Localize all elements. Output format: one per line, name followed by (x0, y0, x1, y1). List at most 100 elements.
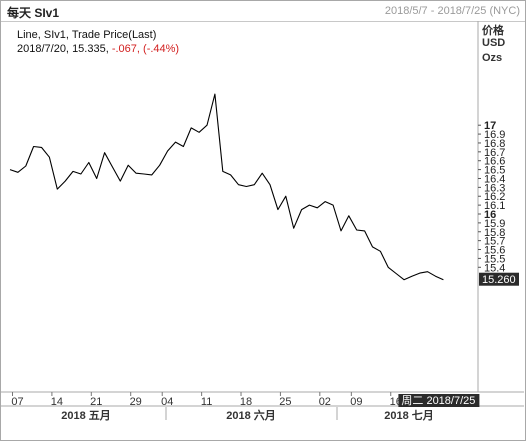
y-tick-label: 15.5 (484, 253, 505, 265)
data-point[interactable] (409, 274, 414, 279)
data-point[interactable] (205, 123, 210, 128)
y-tick-label: 16.4 (484, 173, 505, 185)
x-tick-label: 11 (201, 396, 212, 408)
data-point[interactable] (15, 170, 20, 175)
data-point[interactable] (378, 249, 383, 254)
y-tick-label: 16.8 (484, 138, 505, 150)
y-axis-header-unit: Ozs (482, 52, 503, 64)
data-point[interactable] (181, 144, 186, 149)
x-tick-label: 02 (319, 396, 331, 408)
data-point[interactable] (236, 182, 241, 187)
data-point[interactable] (275, 207, 280, 212)
y-tick-label: 16.2 (484, 191, 505, 203)
data-point[interactable] (78, 172, 83, 177)
data-point[interactable] (197, 130, 202, 135)
data-point[interactable] (86, 160, 91, 165)
data-point[interactable] (8, 167, 13, 172)
y-tick-label: 16 (484, 209, 496, 221)
x-tick-label: 14 (51, 396, 63, 408)
data-point[interactable] (39, 145, 44, 150)
data-point[interactable] (173, 140, 178, 145)
y-tick-label: 16.7 (484, 147, 505, 159)
data-point[interactable] (354, 227, 359, 232)
y-tick-label: 15.8 (484, 227, 505, 239)
data-point[interactable] (425, 269, 430, 274)
x-tick-label: 04 (161, 396, 173, 408)
data-point[interactable] (110, 164, 115, 169)
x-tick-label: 21 (90, 396, 102, 408)
y-tick-label: 16.3 (484, 182, 505, 194)
data-point[interactable] (134, 171, 139, 176)
y-tick-label: 16.1 (484, 200, 505, 212)
y-tick-label: 16.6 (484, 156, 505, 168)
data-point[interactable] (189, 125, 194, 130)
data-point[interactable] (94, 176, 99, 181)
y-tick-label: 15.6 (484, 245, 505, 257)
legend-date: 2018/7/20, (17, 43, 69, 55)
date-range: 2018/5/7 - 2018/7/25 (NYC) (384, 5, 520, 17)
legend-series-description: Line, SIv1, Trade Price(Last) (17, 29, 157, 41)
data-point[interactable] (71, 169, 76, 174)
month-label: 2018 五月 (61, 409, 111, 422)
data-point[interactable] (118, 179, 123, 184)
data-point[interactable] (307, 203, 312, 208)
data-point[interactable] (331, 203, 336, 208)
data-point[interactable] (141, 172, 146, 177)
data-point[interactable] (23, 164, 28, 169)
data-point[interactable] (252, 182, 257, 187)
data-point[interactable] (157, 163, 162, 168)
data-point[interactable] (228, 172, 233, 177)
data-point[interactable] (362, 228, 367, 233)
x-tick-label: 25 (279, 396, 291, 408)
data-point[interactable] (55, 187, 60, 192)
y-tick-label: 15.9 (484, 218, 505, 230)
data-point[interactable] (260, 171, 265, 176)
chart-symbol-title: 每天 SIv1 (7, 6, 60, 20)
data-point[interactable] (370, 244, 375, 249)
legend-price: 15.335, (72, 43, 109, 55)
month-label: 2018 六月 (226, 408, 276, 422)
y-tick-label: 17 (484, 120, 496, 132)
data-point[interactable] (433, 274, 438, 279)
data-point[interactable] (102, 150, 107, 155)
x-tick-label: 29 (130, 396, 142, 408)
data-point[interactable] (323, 199, 328, 204)
x-tick-label: 18 (240, 396, 252, 408)
last-price-label: 15.260 (482, 274, 516, 286)
price-line (9, 93, 444, 281)
y-tick-label: 15.7 (484, 236, 505, 248)
y-tick-label: 16.9 (484, 129, 505, 141)
data-point[interactable] (386, 265, 391, 270)
data-point[interactable] (165, 148, 170, 153)
chart-header: 每天 SIv1 2018/5/7 - 2018/7/25 (NYC) (1, 1, 525, 22)
y-axis-header-price: 价格 (482, 25, 504, 37)
data-point[interactable] (441, 277, 446, 282)
data-point[interactable] (268, 182, 273, 187)
data-point[interactable] (212, 92, 217, 97)
chart-legend: Line, SIv1, Trade Price(Last) 2018/7/20,… (17, 28, 179, 56)
data-point[interactable] (346, 213, 351, 218)
x-tick-label: 09 (350, 396, 362, 408)
data-point[interactable] (291, 226, 296, 231)
data-point[interactable] (402, 277, 407, 282)
data-point[interactable] (47, 155, 52, 160)
data-point[interactable] (299, 207, 304, 212)
data-point[interactable] (315, 205, 320, 210)
cursor-date-label: 周二 2018/7/25 (401, 394, 475, 407)
data-point[interactable] (220, 169, 225, 174)
y-tick-label: 16.5 (484, 165, 505, 177)
data-point[interactable] (63, 179, 68, 184)
data-point[interactable] (244, 184, 249, 189)
y-axis-header-currency: USD (482, 37, 506, 49)
data-point[interactable] (417, 271, 422, 276)
data-point[interactable] (126, 163, 131, 168)
data-point[interactable] (394, 271, 399, 276)
month-label: 2018 七月 (384, 408, 434, 422)
y-tick-label: 15.4 (484, 262, 505, 274)
data-point[interactable] (283, 194, 288, 199)
data-point[interactable] (338, 228, 343, 233)
data-point[interactable] (149, 172, 154, 177)
data-point[interactable] (31, 144, 36, 149)
